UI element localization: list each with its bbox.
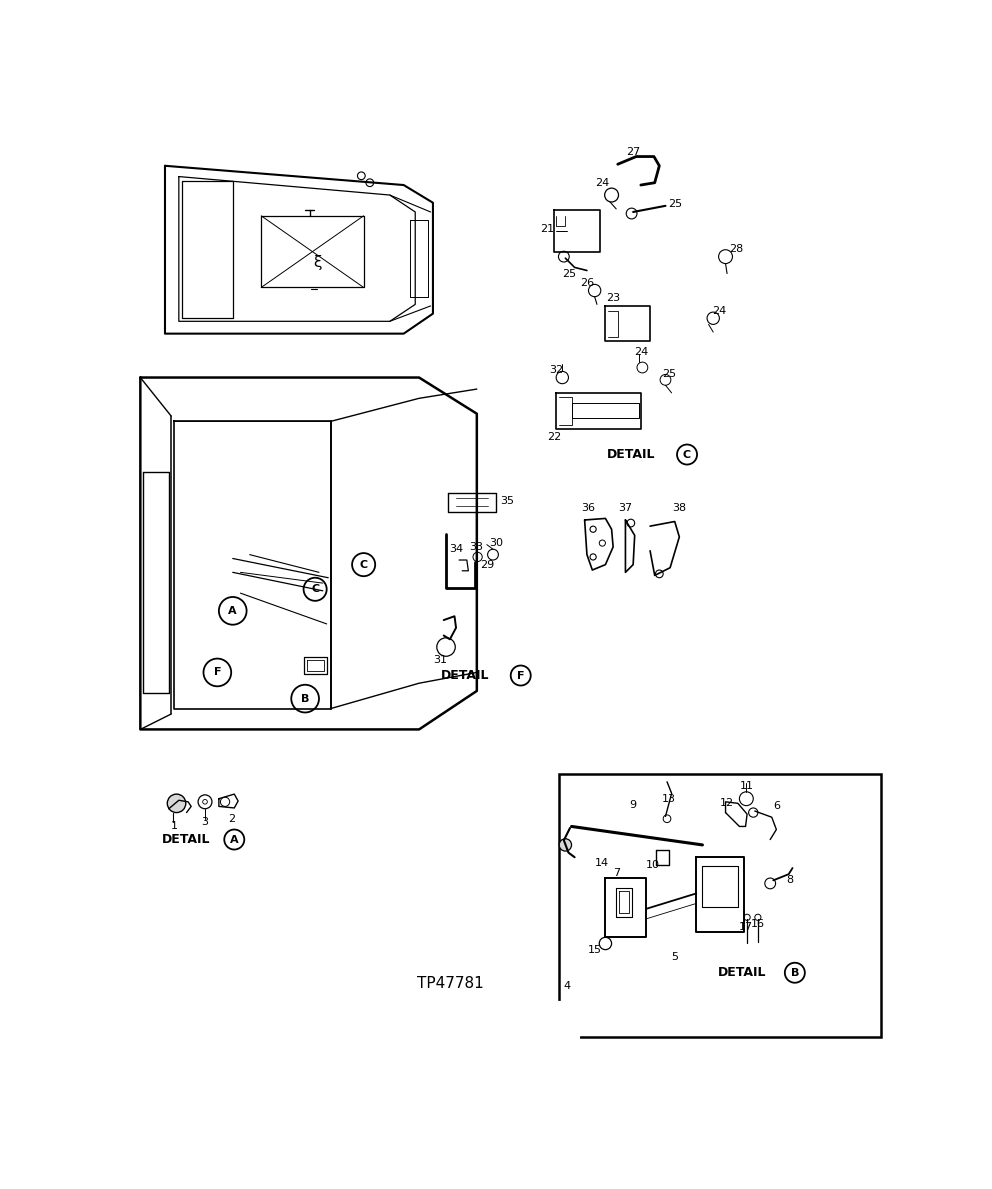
Text: 14: 14 <box>595 857 609 868</box>
Circle shape <box>511 666 531 686</box>
Text: 34: 34 <box>449 545 463 554</box>
Text: DETAIL: DETAIL <box>718 967 767 980</box>
Text: 5: 5 <box>672 952 679 962</box>
Text: C: C <box>682 449 691 459</box>
Text: 16: 16 <box>751 919 765 930</box>
Circle shape <box>203 659 231 686</box>
Text: 29: 29 <box>480 560 494 570</box>
Circle shape <box>168 794 186 812</box>
Text: C: C <box>359 560 368 570</box>
Text: ξ: ξ <box>313 254 321 270</box>
Text: 8: 8 <box>787 875 794 886</box>
Circle shape <box>352 553 375 577</box>
Text: 24: 24 <box>634 347 648 357</box>
Text: 22: 22 <box>548 432 561 442</box>
Text: DETAIL: DETAIL <box>606 448 655 461</box>
Text: 15: 15 <box>587 944 601 955</box>
Text: 30: 30 <box>489 539 503 548</box>
Text: B: B <box>791 968 799 977</box>
Circle shape <box>677 445 697 465</box>
Text: 4: 4 <box>563 981 570 990</box>
Text: 38: 38 <box>673 503 686 514</box>
Text: A: A <box>230 835 239 844</box>
Circle shape <box>224 830 244 849</box>
Circle shape <box>292 685 319 712</box>
Circle shape <box>219 597 247 624</box>
Text: 11: 11 <box>739 781 753 791</box>
Circle shape <box>304 578 326 600</box>
Text: 32: 32 <box>550 365 563 375</box>
Text: 9: 9 <box>630 800 637 810</box>
Text: DETAIL: DETAIL <box>163 833 210 847</box>
Text: 7: 7 <box>613 868 620 877</box>
Text: B: B <box>301 693 310 704</box>
Text: 31: 31 <box>434 655 447 665</box>
Text: 26: 26 <box>580 278 594 288</box>
Text: C: C <box>311 584 319 594</box>
Text: 12: 12 <box>720 798 734 809</box>
Text: 33: 33 <box>469 542 483 552</box>
Text: F: F <box>517 671 525 680</box>
Text: DETAIL: DETAIL <box>441 669 489 682</box>
Text: 17: 17 <box>738 921 753 931</box>
Text: 21: 21 <box>540 224 554 234</box>
Text: 25: 25 <box>562 269 576 278</box>
Text: 24: 24 <box>712 306 726 315</box>
Text: 6: 6 <box>773 801 780 811</box>
Circle shape <box>559 838 571 851</box>
Circle shape <box>785 963 805 983</box>
Text: 10: 10 <box>646 860 660 870</box>
Text: 2: 2 <box>227 813 235 824</box>
Text: A: A <box>228 606 237 616</box>
Text: 3: 3 <box>201 817 208 826</box>
Text: 1: 1 <box>171 822 178 831</box>
Text: 27: 27 <box>626 147 640 157</box>
Polygon shape <box>559 1002 577 1038</box>
Text: 24: 24 <box>595 177 609 188</box>
Bar <box>559 774 881 1038</box>
Text: TP47781: TP47781 <box>417 976 483 990</box>
Text: 25: 25 <box>668 200 682 209</box>
Text: 37: 37 <box>618 503 633 514</box>
Text: 23: 23 <box>606 294 620 303</box>
Text: 25: 25 <box>663 369 677 378</box>
Text: F: F <box>213 667 221 678</box>
Text: 35: 35 <box>501 496 515 505</box>
Text: 28: 28 <box>729 244 743 254</box>
Text: 13: 13 <box>662 794 676 804</box>
Text: 36: 36 <box>581 503 595 514</box>
